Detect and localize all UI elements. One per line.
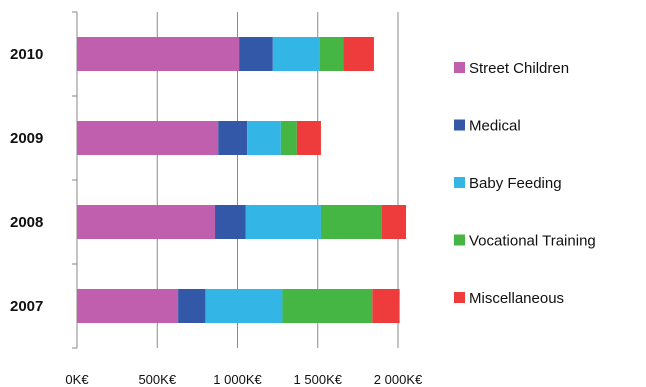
bar-segment [247,121,281,155]
legend-label: Vocational Training [469,233,596,250]
bar-segment [282,289,373,323]
category-label: 2010 [10,46,43,63]
bar-segment [343,37,374,71]
bar-segment [319,37,344,71]
legend: Street Children Medical Baby Feeding Vocati… [454,60,596,307]
bar-segment [77,37,240,71]
legend-swatch [454,62,465,73]
category-label: 2007 [10,298,43,315]
x-tick-label: 0K€ [65,372,89,387]
bar-segment [218,121,248,155]
bar-segment [205,289,283,323]
legend-label: Medical [469,118,521,135]
category-labels: 2010 2009 2008 2007 [10,46,43,315]
bar-segment [272,37,320,71]
bar-segment [296,121,321,155]
bar-segment [320,205,382,239]
bars [77,37,407,323]
category-label: 2008 [10,214,43,231]
y-axis [72,11,78,349]
category-label: 2009 [10,130,43,147]
bar-segment [77,289,179,323]
legend-label: Street Children [469,60,569,77]
bar-segment [372,289,400,323]
bar-segment [245,205,321,239]
x-tick-label: 1 000K€ [213,372,262,387]
legend-swatch [454,119,465,131]
x-tick-labels: 0K€ 500K€ 1 000K€ 1 500K€ 2 000K€ [65,372,423,387]
bar-segment [77,205,216,239]
bar-segment [239,37,273,71]
bar-segment [381,205,407,239]
bar-segment [280,121,297,155]
legend-label: Miscellaneous [469,290,564,307]
legend-swatch [454,292,465,303]
legend-swatch [454,177,465,188]
bar-segment [215,205,246,239]
x-tick-label: 1 500K€ [294,372,343,387]
x-tick-label: 500K€ [138,372,176,387]
bar-segment [178,289,206,323]
x-tick-label: 2 000K€ [374,372,423,387]
legend-label: Baby Feeding [469,175,562,192]
legend-swatch [454,234,465,246]
bar-segment [77,121,219,155]
